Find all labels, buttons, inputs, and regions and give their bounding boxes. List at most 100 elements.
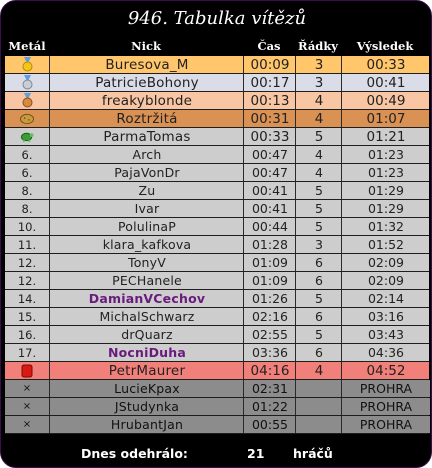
row-nick: ParmaTomas bbox=[49, 128, 244, 145]
row-lines: 5 bbox=[295, 326, 342, 343]
table-row: ParmaTomas 00:33 5 01:21 bbox=[5, 128, 429, 146]
row-result: 00:33 bbox=[341, 56, 430, 73]
footer-unit: hráčů bbox=[293, 446, 333, 461]
row-rank bbox=[5, 92, 49, 109]
row-nick: freakyblonde bbox=[49, 92, 244, 109]
row-nick: LucieKpax bbox=[49, 380, 244, 397]
footer-label: Dnes odehrálo: bbox=[81, 446, 188, 461]
row-rank: 11. bbox=[17, 237, 37, 252]
table-row: 6. PajaVonDr 00:47 4 01:23 bbox=[5, 164, 429, 182]
table-row: 8. Ivar 00:41 5 01:29 bbox=[5, 200, 429, 218]
row-nick: Zu bbox=[49, 182, 244, 199]
row-lines: 5 bbox=[295, 218, 342, 235]
row-result: 02:09 bbox=[341, 254, 430, 271]
row-rank: 12. bbox=[17, 255, 37, 270]
potato-icon bbox=[20, 112, 34, 126]
table-row: 10. PolulinaP 00:44 5 01:32 bbox=[5, 218, 429, 236]
row-rank: 16. bbox=[17, 327, 37, 342]
row-rank: × bbox=[5, 398, 49, 415]
table-row: PetrMaurer 04:16 4 04:52 bbox=[5, 362, 429, 380]
row-result: 03:16 bbox=[341, 308, 430, 325]
row-rank bbox=[5, 128, 49, 145]
row-lines: 3 bbox=[295, 236, 342, 253]
row-result: 03:43 bbox=[341, 326, 430, 343]
row-rank bbox=[5, 110, 49, 127]
row-result: 01:52 bbox=[341, 236, 430, 253]
row-lines bbox=[295, 416, 342, 433]
row-lines: 6 bbox=[295, 272, 342, 289]
row-time: 00:47 bbox=[243, 146, 296, 163]
row-lines: 6 bbox=[295, 254, 342, 271]
table-row: 12. TonyV 01:09 6 02:09 bbox=[5, 254, 429, 272]
table-row: × JStudynka 01:22 PROHRA bbox=[5, 398, 430, 416]
table-row: freakyblonde 00:13 4 00:49 bbox=[5, 92, 429, 110]
gold-medal-icon bbox=[20, 57, 34, 72]
table-row: 15. MichalSchwarz 02:16 6 03:16 bbox=[5, 308, 429, 326]
row-time: 00:55 bbox=[243, 416, 296, 433]
row-rank: 8. bbox=[21, 183, 33, 198]
header-medal: Metál bbox=[8, 39, 46, 53]
silver-medal-icon bbox=[20, 75, 34, 90]
row-nick: DamianVCechov bbox=[49, 290, 244, 307]
row-result: 01:29 bbox=[341, 182, 430, 199]
row-nick: Arch bbox=[49, 146, 244, 163]
row-lines: 3 bbox=[295, 56, 342, 73]
row-rank: 8. bbox=[21, 201, 33, 216]
row-time: 02:55 bbox=[243, 326, 296, 343]
row-nick: PECHanele bbox=[49, 272, 244, 289]
row-rank: 6. bbox=[21, 147, 33, 162]
header-rows: Řádky bbox=[298, 39, 338, 53]
row-nick: drQuarz bbox=[49, 326, 244, 343]
row-result: 04:52 bbox=[341, 362, 430, 379]
footer: Dnes odehrálo: 21 hráčů bbox=[1, 445, 431, 463]
header-nick: Nick bbox=[131, 39, 161, 53]
row-nick: MichalSchwarz bbox=[49, 308, 244, 325]
row-result: 02:14 bbox=[341, 290, 430, 307]
row-time: 00:47 bbox=[243, 164, 296, 181]
row-rank: × bbox=[5, 380, 49, 397]
row-time: 02:31 bbox=[243, 380, 296, 397]
row-time: 00:41 bbox=[243, 200, 296, 217]
row-result: 01:21 bbox=[341, 128, 430, 145]
row-time: 03:36 bbox=[243, 344, 296, 361]
row-nick: NocniDuha bbox=[49, 344, 244, 361]
table-row: × HrubantJan 00:55 PROHRA bbox=[5, 416, 430, 434]
footer-player-count: 21 bbox=[247, 446, 265, 461]
row-nick: Roztržitá bbox=[49, 110, 244, 127]
table-title: 946. Tabulka vítězů bbox=[127, 8, 307, 29]
row-result: PROHRA bbox=[341, 398, 430, 415]
row-nick: JStudynka bbox=[49, 398, 244, 415]
table-row: Roztržitá 00:31 4 01:07 bbox=[5, 110, 429, 128]
row-nick: TonyV bbox=[49, 254, 244, 271]
row-result: PROHRA bbox=[341, 380, 430, 397]
row-result: 04:36 bbox=[341, 344, 430, 361]
row-time: 00:33 bbox=[243, 128, 296, 145]
row-time: 00:31 bbox=[243, 110, 296, 127]
row-time: 02:16 bbox=[243, 308, 296, 325]
row-lines: 5 bbox=[295, 128, 342, 145]
header-result: Výsledek bbox=[356, 39, 414, 53]
row-result: 02:09 bbox=[341, 272, 430, 289]
table-body: Buresova_M 00:09 3 00:33 PatricieBohony 00:17… bbox=[5, 56, 430, 434]
row-lines: 6 bbox=[295, 344, 342, 361]
row-time: 00:13 bbox=[243, 92, 296, 109]
row-time: 00:44 bbox=[243, 218, 296, 235]
table-row: 8. Zu 00:41 5 01:29 bbox=[5, 182, 429, 200]
row-time: 00:41 bbox=[243, 182, 296, 199]
row-time: 01:28 bbox=[243, 236, 296, 253]
row-time: 01:09 bbox=[243, 254, 296, 271]
row-rank: × bbox=[5, 416, 49, 433]
row-lines: 5 bbox=[295, 200, 342, 217]
row-rank: 17. bbox=[17, 345, 37, 360]
row-time: 04:16 bbox=[243, 362, 296, 379]
red-flag-icon bbox=[20, 364, 34, 378]
row-lines: 5 bbox=[295, 182, 342, 199]
row-rank: 10. bbox=[17, 219, 37, 234]
row-lines: 4 bbox=[295, 362, 342, 379]
row-result: 01:23 bbox=[341, 164, 430, 181]
table-row: Buresova_M 00:09 3 00:33 bbox=[5, 56, 429, 74]
row-lines: 4 bbox=[295, 92, 342, 109]
row-time: 01:26 bbox=[243, 290, 296, 307]
table-row: 11. klara_kafkova 01:28 3 01:52 bbox=[5, 236, 429, 254]
table-row: × LucieKpax 02:31 PROHRA bbox=[5, 380, 430, 398]
